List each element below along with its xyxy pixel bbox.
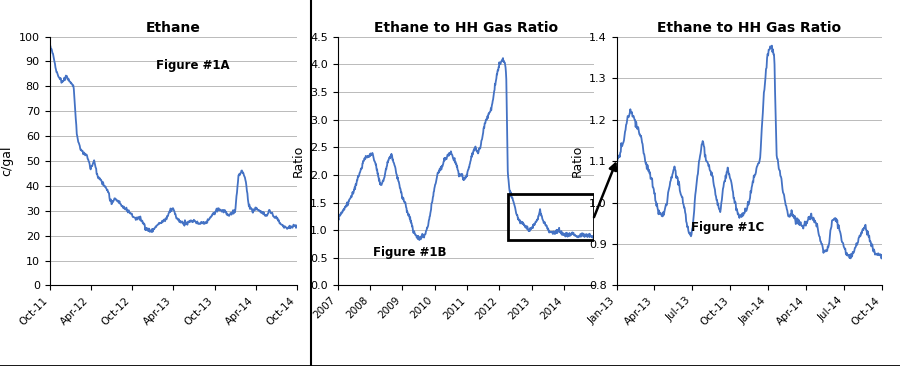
Y-axis label: Ratio: Ratio — [292, 145, 304, 177]
Title: Ethane to HH Gas Ratio: Ethane to HH Gas Ratio — [374, 22, 558, 36]
Y-axis label: c/gal: c/gal — [0, 146, 14, 176]
Y-axis label: Ratio: Ratio — [571, 145, 583, 177]
Text: Figure #1A: Figure #1A — [157, 59, 230, 72]
Text: Figure #1B: Figure #1B — [373, 246, 446, 259]
Bar — [508, 194, 594, 240]
Text: Figure #1C: Figure #1C — [691, 221, 765, 234]
Title: Ethane: Ethane — [146, 22, 201, 36]
Title: Ethane to HH Gas Ratio: Ethane to HH Gas Ratio — [657, 22, 842, 36]
